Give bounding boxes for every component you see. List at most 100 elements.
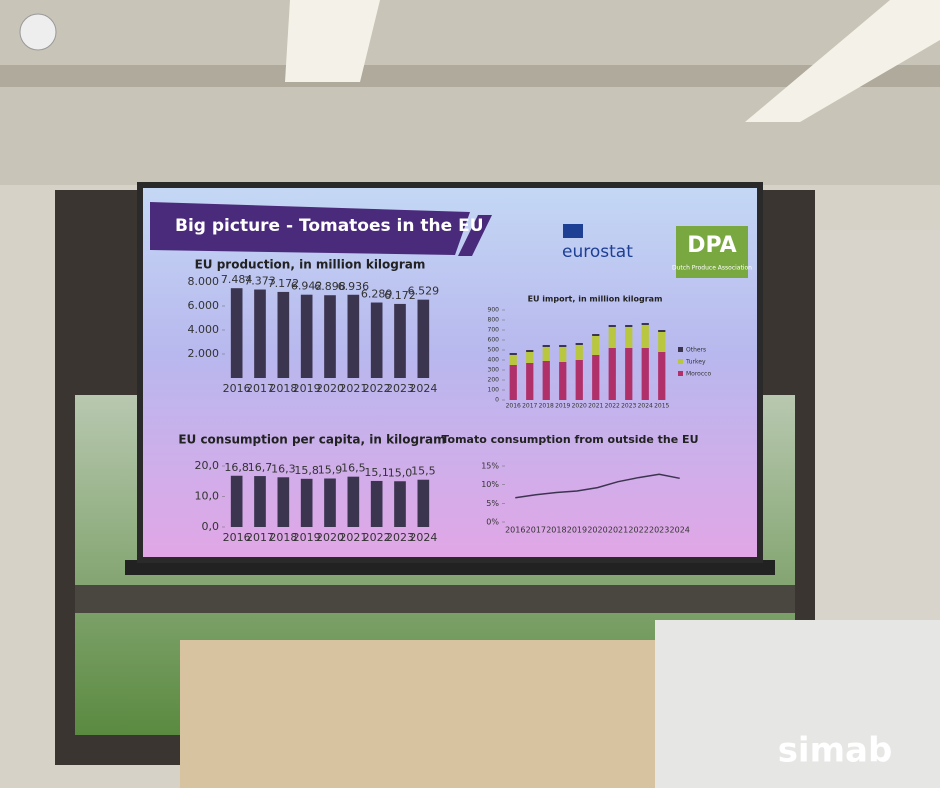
bar-segment xyxy=(559,345,567,347)
bar xyxy=(417,479,430,527)
y-tick-label: 10% xyxy=(481,480,499,489)
desk-panel xyxy=(655,620,940,788)
x-tick-label: 2018 xyxy=(539,403,554,410)
bar-segment xyxy=(592,334,600,336)
x-tick-label: 2017 xyxy=(526,526,546,535)
x-tick-label: 2023 xyxy=(621,403,636,410)
bar-segment xyxy=(625,327,633,348)
slide-title: Big picture - Tomatoes in the EU xyxy=(175,216,484,236)
chart-title: Tomato consumption from outside the EU xyxy=(441,433,698,446)
legend-swatch xyxy=(678,371,683,376)
value-label: 15,5 xyxy=(411,465,436,478)
y-tick-label: 20,0 xyxy=(195,459,220,472)
y-tick-label: 400 xyxy=(488,357,500,364)
camera xyxy=(19,13,57,51)
value-label: 6.898 xyxy=(314,280,346,293)
x-tick-label: 2019 xyxy=(567,526,587,535)
y-tick-label: 800 xyxy=(488,317,500,324)
x-tick-label: 2022 xyxy=(363,531,391,544)
bar-segment xyxy=(542,361,550,400)
y-tick-label: 100 xyxy=(488,387,500,394)
bar-segment xyxy=(608,348,616,400)
y-tick-label: 700 xyxy=(488,327,500,334)
bar-segment xyxy=(608,327,616,348)
dpa-logo-bg xyxy=(676,226,748,278)
ceiling-light xyxy=(285,0,380,82)
y-tick-label: 15% xyxy=(481,462,499,471)
value-label: 7.484 xyxy=(221,273,253,286)
value-label: 16,8 xyxy=(224,461,249,474)
bar-segment xyxy=(658,332,666,352)
legend-label: Others xyxy=(686,347,706,354)
x-tick-label: 2022 xyxy=(628,526,648,535)
value-label: 6.529 xyxy=(408,285,440,298)
title-banner xyxy=(150,202,470,255)
y-tick-label: 900 xyxy=(488,307,500,314)
bar xyxy=(230,288,243,378)
y-tick-label: 0 xyxy=(495,397,499,404)
x-tick-label: 2017 xyxy=(246,382,274,395)
value-label: 7.373 xyxy=(244,275,276,288)
bar xyxy=(347,476,360,527)
x-tick-label: 2024 xyxy=(409,531,437,544)
bar-segment xyxy=(641,325,649,348)
line xyxy=(515,473,680,499)
bar-segment xyxy=(526,352,534,363)
bar xyxy=(277,291,290,378)
x-tick-label: 2015 xyxy=(654,403,669,410)
y-tick-label: 4.000 xyxy=(188,323,220,336)
x-tick-label: 2023 xyxy=(386,531,414,544)
y-tick-label: 200 xyxy=(488,377,500,384)
dpa-logo: DPA xyxy=(687,233,736,258)
value-label: 15,8 xyxy=(294,464,319,477)
x-tick-label: 2019 xyxy=(293,382,321,395)
bar xyxy=(417,299,430,378)
x-tick-label: 2016 xyxy=(505,526,525,535)
bar-segment xyxy=(658,330,666,332)
bar-segment xyxy=(559,362,567,400)
bar-segment xyxy=(625,348,633,400)
bar-segment xyxy=(641,348,649,400)
dpa-subtitle: Dutch Produce Association xyxy=(672,265,752,272)
x-tick-label: 2016 xyxy=(506,403,521,410)
table xyxy=(180,640,740,788)
bar-segment xyxy=(526,350,534,352)
legend-label: Turkey xyxy=(685,359,706,366)
x-tick-label: 2016 xyxy=(223,531,251,544)
x-tick-label: 2018 xyxy=(546,526,566,535)
bar xyxy=(347,294,360,378)
bar-segment xyxy=(509,355,517,365)
bar-segment xyxy=(575,345,583,360)
bar-segment xyxy=(542,347,550,361)
bar-segment xyxy=(608,325,616,327)
y-tick-label: 0,0 xyxy=(202,520,220,533)
bar xyxy=(370,302,383,378)
x-tick-label: 2016 xyxy=(223,382,251,395)
bar-segment xyxy=(592,355,600,400)
beam xyxy=(0,65,940,87)
bar xyxy=(370,480,383,527)
chart-title: EU import, in million kilogram xyxy=(528,295,663,304)
bar-segment xyxy=(509,353,517,355)
bar xyxy=(254,289,266,378)
value-label: 6.172 xyxy=(384,289,416,302)
x-tick-label: 2024 xyxy=(670,526,690,535)
x-tick-label: 2021 xyxy=(608,526,628,535)
value-label: 7.172 xyxy=(268,277,300,290)
x-tick-label: 2019 xyxy=(293,531,321,544)
x-tick-label: 2021 xyxy=(588,403,603,410)
bar xyxy=(324,478,336,527)
value-label: 15,1 xyxy=(364,466,389,479)
y-tick-label: 0% xyxy=(486,518,499,527)
x-tick-label: 2018 xyxy=(269,382,297,395)
x-tick-label: 2018 xyxy=(269,531,297,544)
value-label: 15,9 xyxy=(318,464,343,477)
x-tick-label: 2017 xyxy=(246,531,274,544)
x-tick-label: 2023 xyxy=(649,526,669,535)
legend-swatch xyxy=(678,347,683,352)
value-label: 16,3 xyxy=(271,462,296,475)
bar xyxy=(394,481,406,527)
x-tick-label: 2020 xyxy=(587,526,607,535)
bar-segment xyxy=(509,365,517,400)
